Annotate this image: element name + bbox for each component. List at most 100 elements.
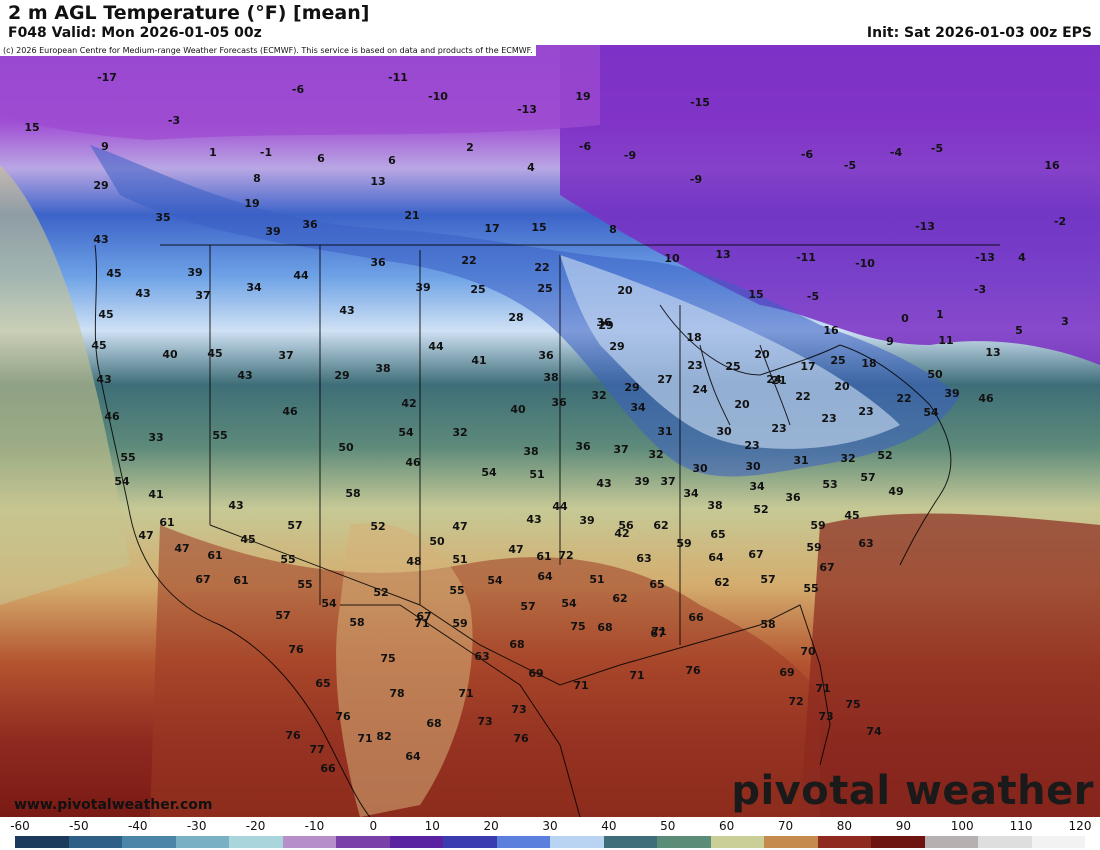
temperature-value: 33 [148,431,163,444]
temperature-value: 52 [370,520,385,533]
temperature-value: 27 [657,373,672,386]
temperature-value: 47 [452,520,467,533]
colorbar-tick-label: 60 [719,819,735,833]
temperature-value: 66 [688,611,704,624]
temperature-value: -9 [624,149,636,162]
colorbar-tick-label: 70 [777,819,794,833]
colorbar-tick-label: -50 [69,819,89,833]
temperature-value: 31 [657,425,672,438]
temperature-value: 44 [552,500,568,513]
temperature-value: 24 [692,383,708,396]
colorbar-tick-label: 120 [1068,819,1092,833]
temperature-value: 51 [589,573,604,586]
colorbar-tick-label: -20 [245,819,266,833]
temperature-value: 76 [335,710,351,723]
temperature-value: 62 [653,519,668,532]
temperature-value: 73 [818,710,833,723]
cold-airmass-canada [560,45,1100,365]
temperature-value: 25 [470,283,485,296]
temperature-value: 23 [858,405,873,418]
temperature-value: 16 [1044,159,1060,172]
temperature-value: 54 [561,597,577,610]
colorbar-tick-label: 90 [895,819,911,833]
temperature-value: 35 [155,211,170,224]
pivotal-weather-logo: pivotal weather [731,768,1094,814]
colorbar-swatch [710,836,764,848]
colorbar-tick-label: 50 [660,819,676,833]
temperature-value: -2 [1054,215,1066,228]
temperature-value: -13 [915,220,935,233]
temperature-value: 30 [745,460,761,473]
temperature-value: 15 [531,221,546,234]
temperature-value: 50 [338,441,354,454]
temperature-value: 76 [288,643,304,656]
colorbar-swatch [657,836,711,848]
temperature-value: 34 [683,487,699,500]
temperature-value: 37 [660,475,675,488]
temperature-value: 65 [315,677,330,690]
temperature-value: 9 [101,140,109,153]
temperature-value: -5 [844,159,856,172]
temperature-value: 59 [810,519,825,532]
colorbar-swatch [229,836,283,848]
colorbar-strip [15,836,1085,848]
temperature-value: 43 [135,287,150,300]
temperature-value: 34 [630,401,646,414]
temperature-value: 71 [573,679,588,692]
temperature-value: 1 [936,308,944,321]
temperature-value: 64 [405,750,421,763]
temperature-value: 18 [686,331,701,344]
temperature-value: 39 [634,475,649,488]
temperature-value: 32 [452,426,467,439]
temperature-value: 58 [349,616,364,629]
temperature-value: 20 [734,398,750,411]
temperature-value: 32 [840,452,855,465]
colorbar-swatch [817,836,871,848]
temperature-map[interactable]: -17 -11 -6 -10 19 -15 15 -3 -13 9 1 -1 6 6 2 -6 -9 -6 -5 -4… [0,45,1100,817]
temperature-value: 0 [901,312,909,325]
temperature-value: -3 [974,283,986,296]
temperature-value: 38 [543,371,558,384]
temperature-value: 45 [240,533,255,546]
temperature-value: 68 [426,717,441,730]
website-link[interactable]: www.pivotalweather.com [14,797,213,813]
temperature-value: 43 [228,499,243,512]
temperature-value: 58 [760,618,775,631]
temperature-value: 67 [416,610,431,623]
temperature-value: 62 [612,592,627,605]
temperature-value: -10 [855,257,875,270]
temperature-value: 45 [91,339,106,352]
temperature-value: 54 [481,466,497,479]
temperature-value: 36 [538,349,554,362]
temperature-value: 20 [754,348,770,361]
temperature-value: 3 [1061,315,1069,328]
boundaries [94,244,1000,817]
temperature-value: 76 [513,732,529,745]
temperature-value: 56 [618,519,634,532]
temperature-value: 32 [591,389,606,402]
colorbar-tick-label: 10 [424,819,440,833]
temperature-value: 46 [104,410,120,423]
colorbar-swatch [550,836,604,848]
temperature-value: 1 [209,146,217,159]
colorbar-swatch [68,836,122,848]
temperature-value: 36 [785,491,801,504]
temperature-value: 34 [749,480,765,493]
temperature-value: 57 [520,600,535,613]
temperature-value: 54 [398,426,414,439]
temperature-value: -17 [97,71,117,84]
temperature-value: 54 [114,475,130,488]
west-coast-mild [0,165,130,605]
temperature-value: -5 [807,290,819,303]
colorbar-tick-label: 80 [836,819,853,833]
temperature-value: 30 [716,425,732,438]
temperature-value: 63 [474,650,489,663]
temperature-value: 22 [795,390,810,403]
temperature-value: 63 [858,537,873,550]
temperature-value: 57 [287,519,302,532]
temperature-value: 29 [624,381,639,394]
temperature-value: 61 [233,574,248,587]
temperature-value: 13 [985,346,1000,359]
temperature-value: 76 [685,664,701,677]
